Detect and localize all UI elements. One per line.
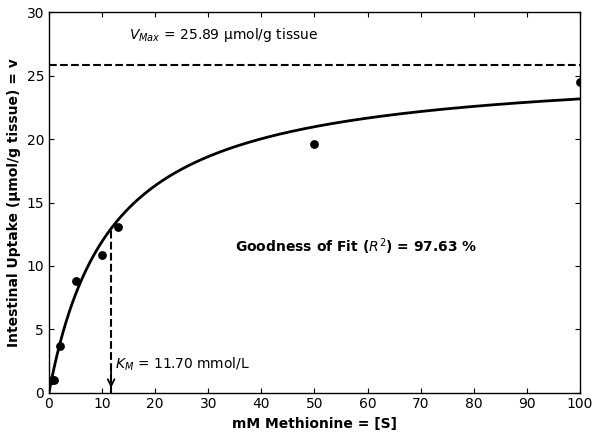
Y-axis label: Intestinal Uptake (μmol/g tissue) = v: Intestinal Uptake (μmol/g tissue) = v [7, 58, 21, 347]
X-axis label: mM Methionine = [S]: mM Methionine = [S] [232, 417, 397, 431]
Point [113, 223, 123, 230]
Point [575, 79, 584, 86]
Point [49, 377, 59, 384]
Point [47, 377, 56, 384]
Point [55, 342, 64, 349]
Point [71, 278, 80, 285]
Point [310, 141, 319, 148]
Point [97, 251, 107, 258]
Text: $V_{Max}$ = 25.89 μmol/g tissue: $V_{Max}$ = 25.89 μmol/g tissue [128, 26, 318, 44]
Text: Goodness of Fit ($R^2$) = 97.63 %: Goodness of Fit ($R^2$) = 97.63 % [235, 237, 477, 257]
Text: $K_M$ = 11.70 mmol/L: $K_M$ = 11.70 mmol/L [115, 356, 250, 373]
